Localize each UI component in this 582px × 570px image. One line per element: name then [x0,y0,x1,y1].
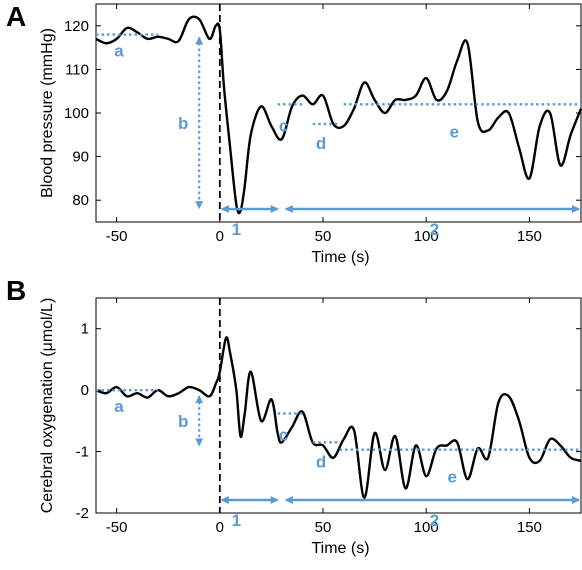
data-trace [95,15,582,215]
y-tick-label: 120 [64,18,89,35]
annotation-letter-c: c [279,116,288,135]
y-tick-label: 110 [65,61,89,78]
y-tick-label: 80 [72,192,89,209]
annotation-letter-b: b [178,412,188,431]
chart-panel-blood-pressure: -50 0 50 100 150 80 90 100 110 120 Time (s) Blood p… [39,3,582,266]
y-tick-label: 1 [81,321,89,338]
x-tick-label: 100 [414,228,439,245]
y-axis-label: Blood pressure (mmHg) [39,28,56,198]
annotation-letter-d: d [316,134,326,153]
plot-frame [95,297,582,514]
annotation-letter-b: b [178,114,188,133]
y-tick-label: -2 [76,505,89,522]
annotation-letter-e: e [448,468,457,487]
annotation-letter-e: e [450,122,459,141]
x-tick-label: 0 [216,519,224,536]
x-tick-label: 50 [315,519,332,536]
phase-label-1: 1 [232,511,241,530]
y-tick-label: -1 [76,444,89,461]
y-tick-label: 90 [72,149,89,166]
phase-label-1: 1 [232,220,241,239]
x-tick-label: -50 [106,519,128,536]
x-tick-label: -50 [106,228,128,245]
annotation-letter-d: d [316,452,326,471]
x-axis-label: Time (s) [311,249,369,266]
x-tick-label: 100 [414,519,439,536]
x-tick-label: 150 [517,228,542,245]
y-tick-label: 100 [64,105,89,122]
panel-label-b: B [6,275,26,306]
panel-label-a: A [6,1,26,32]
annotation-letter-a: a [114,42,124,61]
annotation-letter-a: a [114,397,124,416]
data-trace [95,336,582,499]
y-tick-label: 0 [81,382,89,399]
x-tick-label: 50 [315,228,332,245]
annotation-letter-c: c [279,425,288,444]
x-tick-label: 150 [517,519,542,536]
x-tick-label: 0 [216,228,224,245]
y-axis-label: Cerebral oxygenation (μmol/L) [39,298,56,514]
phase-label-2: 2 [430,220,439,239]
x-axis-label: Time (s) [311,540,369,557]
phase-label-2: 2 [430,511,439,530]
